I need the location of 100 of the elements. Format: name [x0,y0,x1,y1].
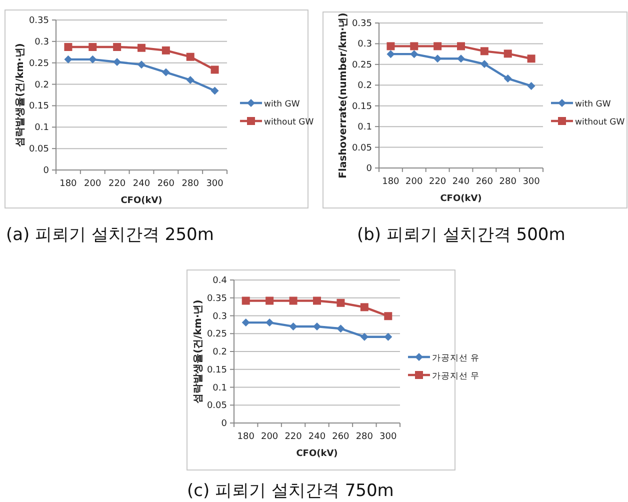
y-tick-label: 0.15 [206,365,227,376]
point [210,66,219,74]
x-tick-label: 200 [406,177,423,187]
point [186,52,194,61]
point [457,42,465,50]
point [210,86,219,95]
point [336,324,345,333]
x-tick-label: 300 [206,179,224,189]
x-axis-title: CFO(kV) [440,194,482,204]
x-axis-title: CFO(kV) [120,196,162,206]
x-tick-label: 220 [428,177,446,187]
point [457,54,465,63]
point [313,322,321,330]
point [434,54,442,63]
y-tick-label: 0 [366,164,372,174]
point [480,47,488,56]
y-tick-label: 0.2 [34,80,49,90]
x-tick-label: 280 [499,177,517,187]
x-tick-label: 240 [132,179,150,189]
x-tick-label: 220 [284,432,302,442]
legend-label: 가공지선 유 [432,354,480,364]
point [88,55,97,64]
x-tick-label: 220 [108,179,126,189]
x-tick-label: 260 [157,179,175,189]
y-tick-label: 0.3 [358,40,372,50]
point [266,296,274,305]
y-tick-label: 0.3 [34,37,49,48]
point [64,43,72,51]
x-tick-label: 200 [84,179,102,189]
point [313,296,321,305]
y-tick-label: 0.25 [206,330,227,340]
legend-label: with GW [575,100,612,110]
y-tick-label: 0.35 [352,19,372,29]
point [386,50,395,58]
point [64,55,72,64]
point [480,60,488,68]
y-tick-label: 0.4 [212,276,228,286]
text: (c) 피뢰기 설치간격 750m [187,481,394,501]
point [266,318,274,327]
y-tick-label: 0.25 [352,60,372,70]
point [242,318,250,327]
x-tick-label: 260 [332,432,350,442]
point [138,60,146,69]
y-tick-label: 0.05 [28,144,49,155]
x-tick-label: 180 [237,432,255,442]
y-tick-label: 0.15 [352,102,372,112]
y-tick-label: 0.1 [212,383,227,394]
point [410,42,418,50]
point [384,312,392,320]
y-tick-label: 0.1 [358,122,372,133]
text: (b) 피뢰기 설치간격 500m [357,225,566,245]
legend-label: without GW [264,118,314,128]
y-tick-label: 0.15 [28,102,49,112]
legend-label: 가공지선 무 [432,372,480,382]
legend-label: without GW [575,118,626,128]
y-tick-label: 0.05 [352,143,372,154]
x-tick-label: 300 [522,177,540,187]
point [289,322,298,330]
y-tick-label: 0.05 [206,401,227,412]
point [113,43,122,51]
x-tick-label: 280 [182,179,200,189]
legend-label: with GW [264,100,300,110]
x-tick-label: 200 [260,432,278,442]
point [138,44,146,52]
point [186,76,194,84]
y-tick-label: 0.2 [212,348,227,358]
y-tick-label: 0.35 [206,294,227,304]
y-tick-label: 0 [43,166,50,176]
point [88,43,97,51]
point [113,58,122,66]
y-axis-title: 섬락발생율(건/km·년) [193,300,204,404]
point [289,296,298,305]
point [360,332,368,341]
x-tick-label: 260 [476,177,494,187]
point [336,298,345,307]
y-tick-label: 0.35 [28,16,49,26]
x-tick-label: 240 [452,177,470,187]
x-tick-label: 180 [60,179,78,189]
point [162,46,170,54]
point [527,82,536,90]
point [384,332,392,341]
point [162,68,170,76]
point [527,54,536,63]
point [360,303,368,312]
point [410,50,418,58]
x-tick-label: 180 [382,177,400,187]
x-tick-label: 300 [380,432,397,442]
y-axis-title: Flashoverrate(number/km·년) [338,12,349,178]
text: (a) 피뢰기 설치간격 250m [6,225,214,245]
y-tick-label: 0.2 [358,81,372,92]
y-tick-label: 0.1 [34,123,49,134]
y-tick-label: 0.25 [28,58,49,69]
point [504,50,512,58]
y-tick-label: 0 [221,419,228,429]
y-tick-label: 0.3 [212,312,227,322]
point [434,42,442,50]
x-tick-label: 240 [308,432,326,442]
point [504,74,512,83]
x-axis-title: CFO(kV) [296,449,338,459]
point [386,42,395,50]
